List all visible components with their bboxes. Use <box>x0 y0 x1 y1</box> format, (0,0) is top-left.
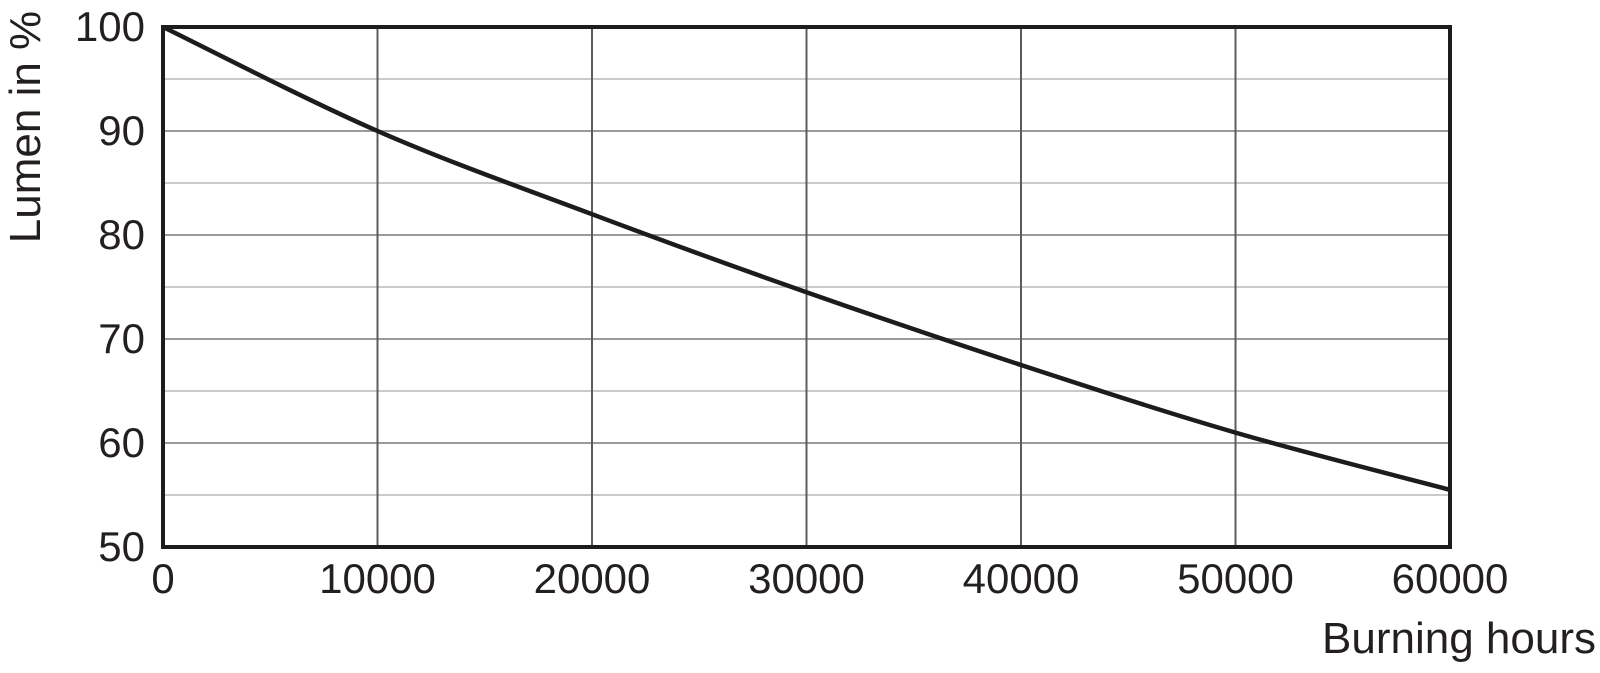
y-tick-label: 80 <box>98 211 145 258</box>
x-axis-title: Burning hours <box>1322 614 1596 663</box>
y-tick-label: 100 <box>74 3 145 50</box>
y-tick-label: 90 <box>98 107 145 154</box>
x-tick-label: 30000 <box>748 555 865 602</box>
y-tick-label: 70 <box>98 315 145 362</box>
y-tick-label: 50 <box>98 523 145 570</box>
x-tick-label: 60000 <box>1391 555 1509 602</box>
lumen-curve <box>162 24 1451 492</box>
y-axis-title: Lumen in % <box>1 10 50 244</box>
x-tick-label: 10000 <box>319 555 436 602</box>
x-tick-label: 40000 <box>962 555 1080 602</box>
x-tick-label: 0 <box>151 555 175 602</box>
y-tick-label: 60 <box>98 419 145 466</box>
plot-frame <box>161 25 1452 549</box>
x-tick-label: 20000 <box>533 555 651 602</box>
x-tick-label: 50000 <box>1177 555 1294 602</box>
